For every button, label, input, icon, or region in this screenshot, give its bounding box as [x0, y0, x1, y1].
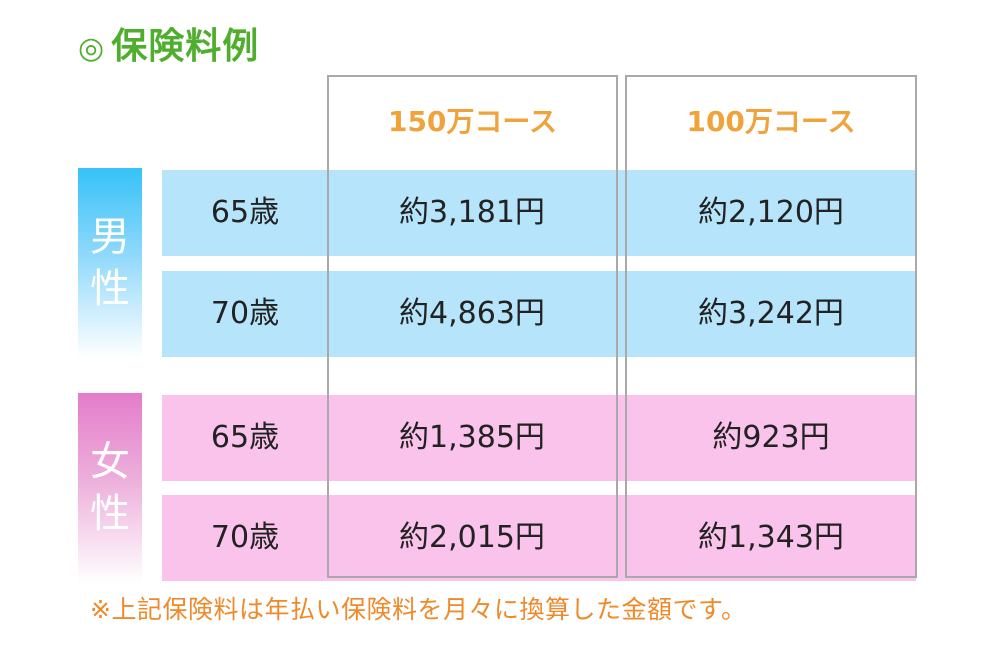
column-header-100: 100万コース [686, 105, 856, 138]
page-title-text: 保険料例 [111, 26, 260, 67]
table-row: 65歳 約3,181円 約2,120円 [162, 170, 916, 256]
premium-cell: 約1,385円 [399, 420, 545, 455]
premium-cell: 約2,015円 [399, 520, 545, 555]
age-cell: 70歳 [210, 296, 280, 331]
premium-cell: 約2,120円 [698, 195, 844, 230]
footnote: ※上記保険料は年払い保険料を月々に換算した金額です。 [90, 595, 747, 624]
gender-label-char: 性 [90, 491, 130, 537]
gender-label-char: 男 [90, 214, 130, 260]
premium-cell: 約4,863円 [399, 296, 545, 331]
premium-cell: 約3,181円 [399, 195, 545, 230]
gender-label-female: 女 性 [78, 393, 142, 583]
column-header-150: 150万コース [387, 105, 558, 138]
gender-label-male: 男 性 [78, 168, 142, 358]
premium-cell: 約923円 [712, 420, 830, 455]
table-row: 65歳 約1,385円 約923円 [162, 395, 916, 481]
age-cell: 70歳 [210, 520, 280, 555]
gender-label-char: 性 [90, 266, 130, 312]
page-title: ◎ 保険料例 [78, 22, 259, 72]
age-cell: 65歳 [210, 195, 280, 230]
table-row: 70歳 約2,015円 約1,343円 [162, 495, 916, 581]
double-circle-icon: ◎ [78, 31, 106, 66]
age-cell: 65歳 [210, 420, 280, 455]
premium-cell: 約3,242円 [698, 296, 844, 331]
premium-cell: 約1,343円 [698, 520, 844, 555]
table-row: 70歳 約4,863円 約3,242円 [162, 271, 916, 357]
gender-label-char: 女 [90, 439, 130, 485]
